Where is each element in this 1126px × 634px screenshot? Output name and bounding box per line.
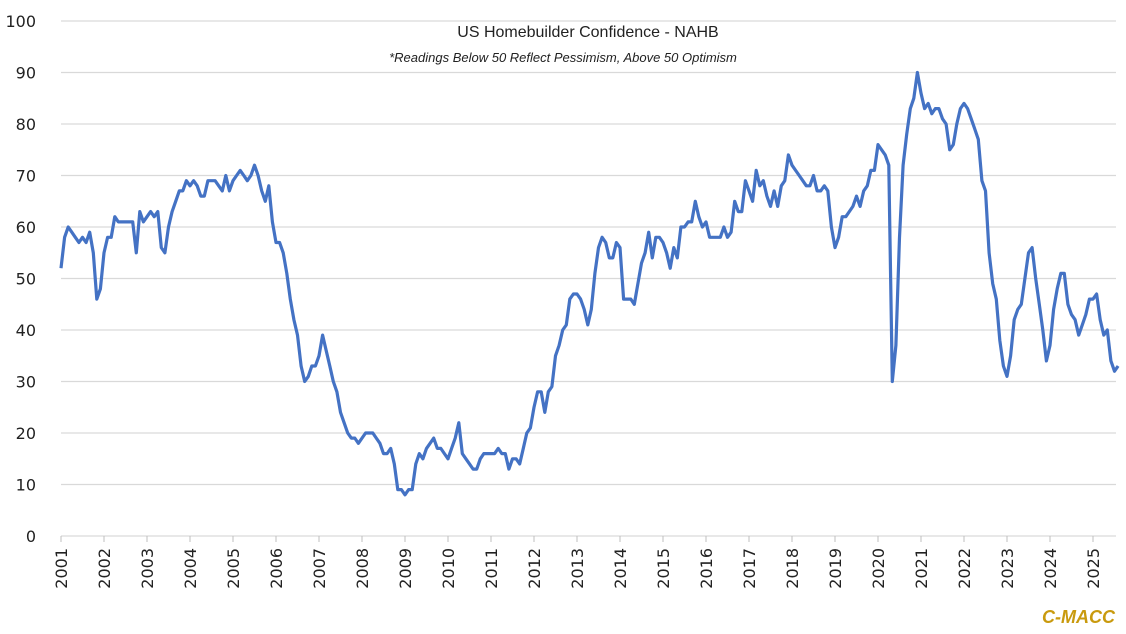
y-tick-label: 30 xyxy=(16,373,36,392)
x-tick-label: 2018 xyxy=(783,548,802,589)
x-tick-label: 2019 xyxy=(826,548,845,589)
gridlines xyxy=(61,20,1116,537)
y-tick-label: 100 xyxy=(5,12,36,31)
y-axis-labels: 0 10 20 30 40 50 60 70 80 90 100 xyxy=(5,12,36,546)
x-tick-label: 2006 xyxy=(267,548,286,589)
x-tick-label: 2004 xyxy=(181,548,200,589)
y-tick-label: 90 xyxy=(16,64,36,83)
x-tick-label: 2008 xyxy=(353,548,372,589)
x-tick-label: 2011 xyxy=(482,548,501,589)
x-tick-label: 2016 xyxy=(697,548,716,589)
y-tick-label: 0 xyxy=(26,527,36,546)
cmacc-logo: C-MACC xyxy=(1042,607,1116,627)
x-tick-label: 2024 xyxy=(1041,548,1060,589)
x-tick-label: 2003 xyxy=(138,548,157,589)
data-points xyxy=(61,72,1118,494)
x-tick-label: 2021 xyxy=(912,548,931,589)
x-tick-label: 2002 xyxy=(95,548,114,589)
y-tick-label: 80 xyxy=(16,115,36,134)
y-tick-label: 10 xyxy=(16,476,36,495)
x-tick-label: 2015 xyxy=(654,548,673,589)
x-tick-label: 2020 xyxy=(869,548,888,589)
x-tick-label: 2007 xyxy=(310,548,329,589)
x-tick-label: 2010 xyxy=(439,548,458,589)
x-tick-label: 2025 xyxy=(1084,548,1103,589)
chart-title: US Homebuilder Confidence - NAHB xyxy=(457,24,718,41)
x-tick-label: 2001 xyxy=(52,548,71,589)
y-tick-label: 40 xyxy=(16,321,36,340)
y-tick-label: 50 xyxy=(16,270,36,289)
y-tick-label: 60 xyxy=(16,218,36,237)
x-tick-label: 2012 xyxy=(525,548,544,589)
series-line-nahb xyxy=(59,70,1120,497)
chart-subtitle: *Readings Below 50 Reflect Pessimism, Ab… xyxy=(389,50,737,65)
x-tick-label: 2017 xyxy=(740,548,759,589)
y-tick-label: 70 xyxy=(16,167,36,186)
x-tick-label: 2022 xyxy=(955,548,974,589)
x-tick-label: 2023 xyxy=(998,548,1017,589)
x-tick-label: 2014 xyxy=(611,548,630,589)
x-tick-label: 2005 xyxy=(224,548,243,589)
x-axis: 2001 2002 2003 2004 2005 2006 2007 2008 2009 2010… xyxy=(52,536,1103,589)
y-tick-label: 20 xyxy=(16,424,36,443)
x-tick-label: 2013 xyxy=(568,548,587,589)
x-tick-label: 2009 xyxy=(396,548,415,589)
